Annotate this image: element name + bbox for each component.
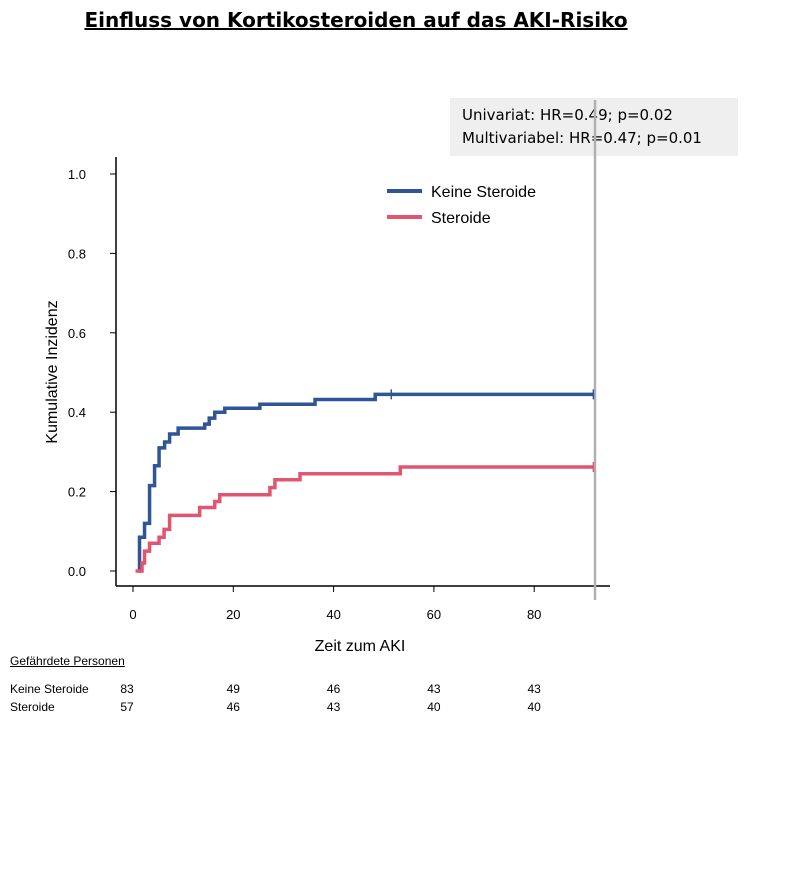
risk-row-label: Steroide — [10, 700, 55, 714]
x-tick-label: 80 — [527, 607, 541, 622]
legend-label: Steroide — [431, 210, 491, 227]
risk-cell: 43 — [326, 700, 341, 714]
risk-cell: 40 — [427, 700, 441, 714]
legend: Keine Steroide Steroide — [387, 184, 536, 227]
risk-cell: 49 — [226, 682, 240, 696]
risk-cell: 40 — [527, 700, 541, 714]
multivariable-stat: Multivariabel: HR=0.47; p=0.01 — [462, 129, 702, 147]
series-line-keine-steroide — [137, 392, 594, 573]
risk-cell: 46 — [226, 700, 240, 714]
y-tick-label: 0.8 — [68, 246, 86, 261]
x-tick-label: 40 — [326, 607, 340, 622]
x-axis-label: Zeit zum AKI — [315, 638, 406, 655]
y-tick-label: 0.6 — [68, 326, 86, 341]
page-title: Einfluss von Kortikosteroiden auf das AK… — [84, 8, 628, 32]
univariate-stat: Univariat: HR=0.49; p=0.02 — [462, 106, 673, 124]
risk-cell: 43 — [527, 682, 541, 696]
x-tick-label: 0 — [129, 607, 136, 622]
y-tick-label: 0.2 — [68, 485, 86, 500]
axes: 0.0 0.2 0.4 0.6 0.8 1.0 0 20 40 60 80 Zeit zum AKI K… — [44, 100, 610, 655]
risk-cell: 83 — [120, 682, 134, 696]
risk-cell: 46 — [326, 682, 341, 696]
x-tick-label: 60 — [427, 607, 441, 622]
risk-cell: 57 — [120, 700, 134, 714]
y-axis-label: Kumulative Inzidenz — [44, 300, 61, 443]
risk-row-label: Keine Steroide — [10, 682, 89, 696]
risk-table-header: Gefährdete Personen — [10, 654, 125, 668]
y-tick-label: 1.0 — [68, 167, 86, 182]
curves — [135, 389, 595, 573]
risk-cell: 43 — [427, 682, 441, 696]
y-tick-label: 0.0 — [68, 564, 86, 579]
legend-label: Keine Steroide — [431, 184, 536, 201]
x-tick-label: 20 — [226, 607, 240, 622]
series-line-steroide — [135, 465, 594, 573]
y-tick-label: 0.4 — [68, 405, 86, 420]
